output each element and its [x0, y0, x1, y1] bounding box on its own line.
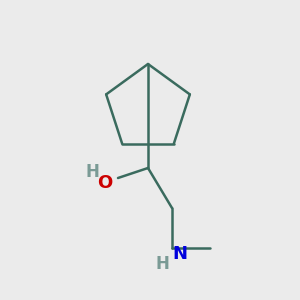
- Text: O: O: [98, 174, 112, 192]
- Text: N: N: [172, 245, 188, 263]
- Text: H: H: [155, 255, 169, 273]
- Text: H: H: [85, 163, 99, 181]
